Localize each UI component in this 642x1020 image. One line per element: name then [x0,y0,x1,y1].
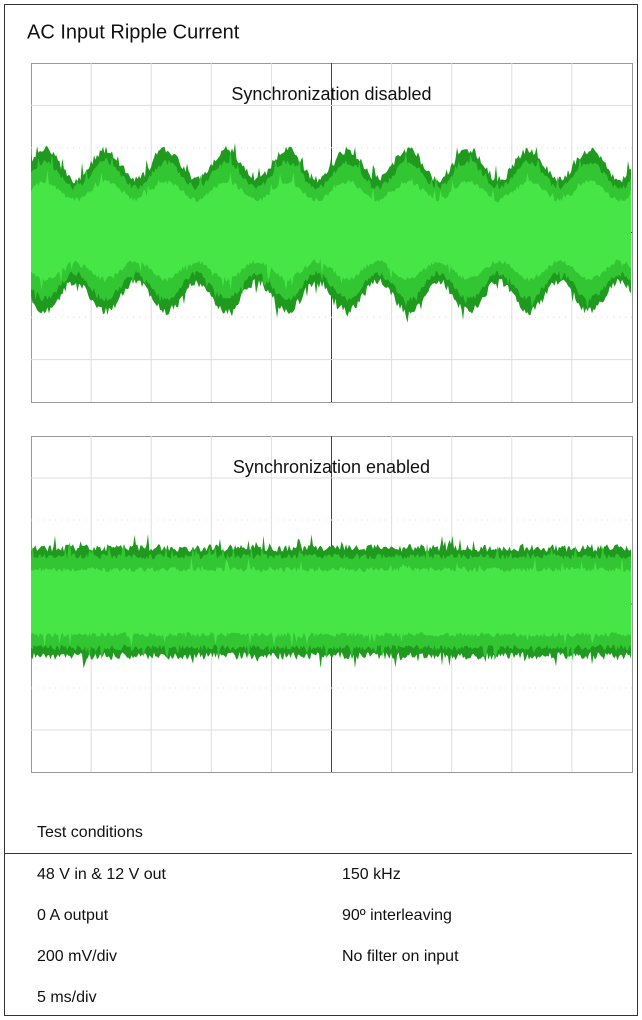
condition: No filter on input [342,948,459,965]
condition: 5 ms/div [37,989,97,1006]
condition: 0 A output [37,907,109,924]
panel-label: Synchronization disabled [231,84,431,104]
panel-label: Synchronization enabled [233,457,430,477]
condition: 150 kHz [342,866,401,883]
conditions-title: Test conditions [37,824,143,841]
page: AC Input Ripple Current Synchronization … [0,0,642,1020]
condition: 90º interleaving [342,907,452,924]
scope: Synchronization enabled [31,436,633,773]
condition: 200 mV/div [37,948,117,965]
title: AC Input Ripple Current [27,21,240,43]
scope: Synchronization disabled [31,63,633,403]
condition: 48 V in & 12 V out [37,866,167,883]
